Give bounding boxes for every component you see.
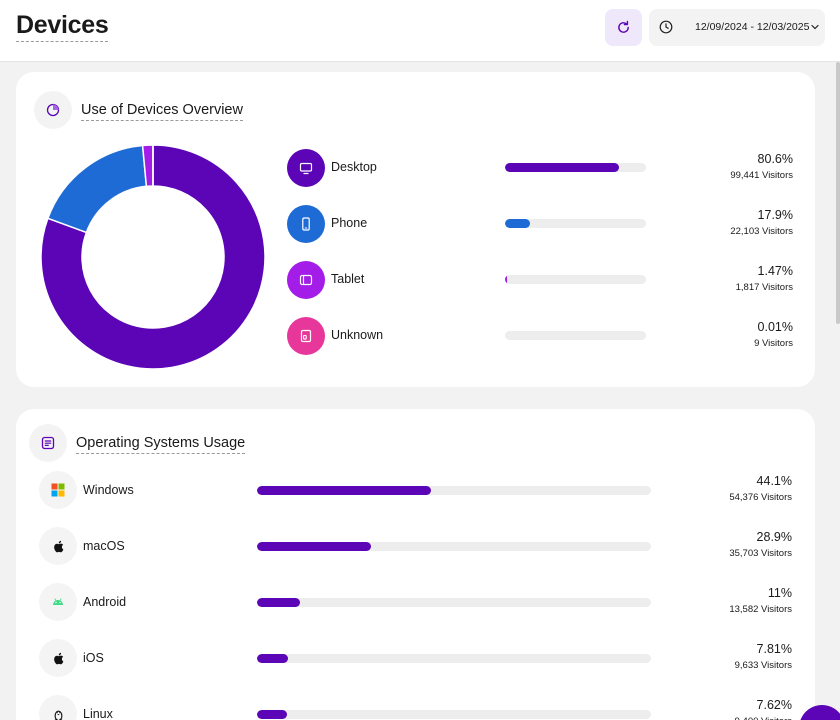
os-percent: 44.1%: [756, 474, 792, 488]
os-visitors: 9,633 Visitors: [734, 660, 792, 671]
device-label: Phone: [331, 216, 368, 230]
device-share-bar: [505, 275, 646, 284]
os-percent: 7.81%: [756, 642, 792, 656]
pie-chart-icon: [34, 91, 72, 129]
chat-button[interactable]: [799, 705, 840, 720]
os-percent: 11%: [767, 586, 792, 600]
os-share-bar: [257, 710, 651, 719]
device-share-bar-fill: [505, 275, 508, 284]
refresh-button[interactable]: [605, 9, 642, 46]
os-visitors: 54,376 Visitors: [729, 492, 792, 503]
device-percent: 17.9%: [757, 208, 793, 222]
os-card-title: Operating Systems Usage: [76, 434, 246, 454]
os-label: Windows: [83, 483, 134, 497]
windows-icon: [39, 471, 77, 509]
os-row: Android 11% 13,582 Visitors: [39, 583, 792, 621]
device-share-bar: [505, 331, 646, 340]
os-label: iOS: [83, 651, 104, 665]
device-share-bar: [505, 163, 646, 172]
page-title: Devices: [16, 11, 109, 42]
device-label: Desktop: [331, 160, 377, 174]
date-range-label: 12/09/2024 - 12/03/2025: [695, 21, 810, 33]
tablet-icon: [287, 261, 325, 299]
refresh-icon: [618, 20, 629, 33]
os-row: iOS 7.81% 9,633 Visitors: [39, 639, 792, 677]
android-icon: [39, 583, 77, 621]
device-row: Phone 17.9% 22,103 Visitors: [287, 205, 793, 243]
os-share-bar: [257, 598, 651, 607]
os-label: Android: [83, 595, 127, 609]
phone-icon: [287, 205, 325, 243]
apple-icon: [39, 639, 77, 677]
os-share-bar: [257, 654, 651, 663]
device-share-bar-fill: [505, 219, 531, 228]
os-visitors: 13,582 Visitors: [729, 604, 792, 615]
device-row: Unknown 0.01% 9 Visitors: [287, 317, 793, 355]
linux-icon: [39, 695, 77, 720]
os-label: Linux: [83, 707, 113, 720]
os-label: macOS: [83, 539, 125, 553]
devices-donut-chart: [40, 144, 266, 370]
device-label: Unknown: [331, 328, 384, 342]
device-percent: 0.01%: [757, 320, 793, 334]
unknown-device-icon: [287, 317, 325, 355]
os-share-bar-fill: [257, 598, 301, 607]
os-share-bar-fill: [257, 654, 288, 663]
document-list-icon: [29, 424, 67, 462]
devices-overview-card: Use of Devices Overview Desktop 80.6% 99,4…: [16, 72, 815, 387]
os-percent: 28.9%: [756, 530, 792, 544]
device-row: Desktop 80.6% 99,441 Visitors: [287, 149, 793, 187]
os-share-bar: [257, 486, 651, 495]
device-visitors: 22,103 Visitors: [730, 226, 793, 237]
chevron-down-icon: [811, 24, 819, 30]
device-visitors: 99,441 Visitors: [730, 170, 793, 181]
monitor-icon: [287, 149, 325, 187]
top-bar: Devices 12/09/2024 - 12/03/2025: [0, 0, 840, 62]
apple-icon: [39, 527, 77, 565]
device-visitors: 9 Visitors: [754, 338, 793, 349]
os-row: Windows 44.1% 54,376 Visitors: [39, 471, 792, 509]
os-row: Linux 7.62% 9,400 Visitors: [39, 695, 792, 720]
device-share-bar: [505, 219, 646, 228]
page-scrollbar[interactable]: [836, 62, 840, 324]
os-share-bar-fill: [257, 710, 288, 719]
operating-systems-card: Operating Systems Usage Windows 44.1% 54,3…: [16, 409, 815, 720]
device-label: Tablet: [331, 272, 365, 286]
os-row: macOS 28.9% 35,703 Visitors: [39, 527, 792, 565]
device-percent: 1.47%: [757, 264, 793, 278]
donut-slice-phone[interactable]: [46, 144, 148, 234]
os-visitors: 35,703 Visitors: [729, 548, 792, 559]
donut-slice-desktop[interactable]: [40, 144, 266, 370]
os-share-bar-fill: [257, 486, 431, 495]
os-share-bar: [257, 542, 651, 551]
date-range-picker[interactable]: 12/09/2024 - 12/03/2025: [649, 9, 825, 46]
device-share-bar-fill: [505, 163, 619, 172]
devices-card-title: Use of Devices Overview: [81, 101, 243, 121]
os-visitors: 9,400 Visitors: [735, 716, 792, 720]
os-share-bar-fill: [257, 542, 371, 551]
clock-icon: [659, 20, 673, 34]
device-row: Tablet 1.47% 1,817 Visitors: [287, 261, 793, 299]
os-percent: 7.62%: [756, 698, 792, 712]
device-percent: 80.6%: [757, 152, 793, 166]
device-visitors: 1,817 Visitors: [735, 282, 793, 293]
